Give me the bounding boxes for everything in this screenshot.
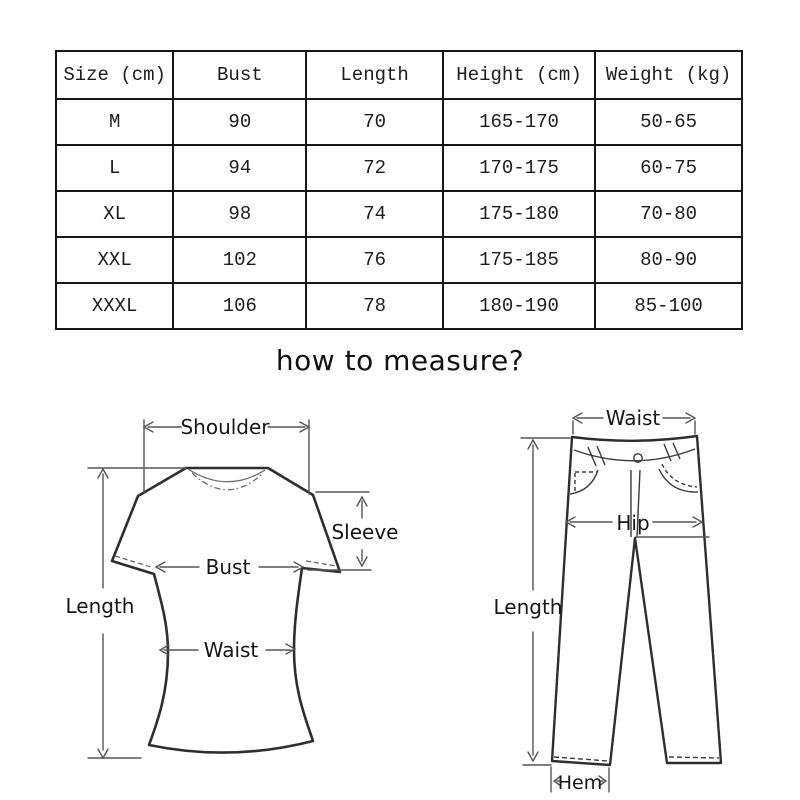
length-cell: 76 — [305, 236, 444, 284]
weight-cell: 80-90 — [594, 236, 743, 284]
size-chart-table: Size (cm) Bust Length Height (cm) Weight… — [54, 50, 743, 330]
height-cell: 170-175 — [441, 144, 597, 192]
how-to-measure-title: how to measure? — [275, 344, 525, 377]
table-row: M 90 70 165-170 50-65 — [54, 98, 743, 146]
header-cell: Height (cm) — [441, 50, 597, 100]
pants-outline — [550, 434, 723, 767]
height-cell: 175-180 — [441, 190, 597, 238]
tshirt-measure-lines — [87, 419, 372, 760]
height-cell: 165-170 — [441, 98, 597, 146]
header-cell: Weight (kg) — [594, 50, 743, 100]
sleeve-label: Sleeve — [331, 520, 398, 544]
shirt-length-label: Length — [66, 594, 135, 618]
height-cell: 175-185 — [441, 236, 597, 284]
table-row: XL 98 74 175-180 70-80 — [54, 190, 743, 238]
pants-length-label: Length — [494, 595, 563, 619]
hip-label: Hip — [616, 511, 649, 535]
weight-cell: 60-75 — [594, 144, 743, 192]
table-header-row: Size (cm) Bust Length Height (cm) Weight… — [54, 50, 743, 100]
bust-label: Bust — [206, 555, 251, 579]
height-cell: 180-190 — [441, 282, 597, 330]
header-cell: Length — [305, 50, 444, 100]
weight-cell: 85-100 — [594, 282, 743, 330]
tshirt-diagram: Shoulder Sleeve Bust Length Waist — [66, 415, 399, 760]
shirt-waist-label: Waist — [204, 638, 259, 662]
pants-measure-lines — [520, 412, 710, 793]
size-cell: XXL — [54, 236, 175, 284]
bust-cell: 94 — [172, 144, 308, 192]
tshirt-collar — [114, 468, 337, 568]
header-cell: Bust — [172, 50, 308, 100]
tshirt-outline — [110, 466, 342, 754]
bust-cell: 102 — [172, 236, 308, 284]
hem-label: Hem — [558, 772, 603, 794]
pants-waist-label: Waist — [606, 406, 661, 430]
weight-cell: 70-80 — [594, 190, 743, 238]
shoulder-label: Shoulder — [180, 415, 270, 439]
table-row: L 94 72 170-175 60-75 — [54, 144, 743, 192]
length-cell: 78 — [305, 282, 444, 330]
pants-diagram: Waist Hip Length Hem — [494, 406, 723, 794]
length-cell: 74 — [305, 190, 444, 238]
pants-details — [553, 442, 720, 762]
size-cell: L — [54, 144, 175, 192]
weight-cell: 50-65 — [594, 98, 743, 146]
size-cell: XXXL — [54, 282, 175, 330]
table-row: XXL 102 76 175-185 80-90 — [54, 236, 743, 284]
size-cell: XL — [54, 190, 175, 238]
bust-cell: 98 — [172, 190, 308, 238]
table-row: XXXL 106 78 180-190 85-100 — [54, 282, 743, 330]
size-cell: M — [54, 98, 175, 146]
length-cell: 70 — [305, 98, 444, 146]
bust-cell: 106 — [172, 282, 308, 330]
length-cell: 72 — [305, 144, 444, 192]
header-cell: Size (cm) — [54, 50, 175, 100]
bust-cell: 90 — [172, 98, 308, 146]
